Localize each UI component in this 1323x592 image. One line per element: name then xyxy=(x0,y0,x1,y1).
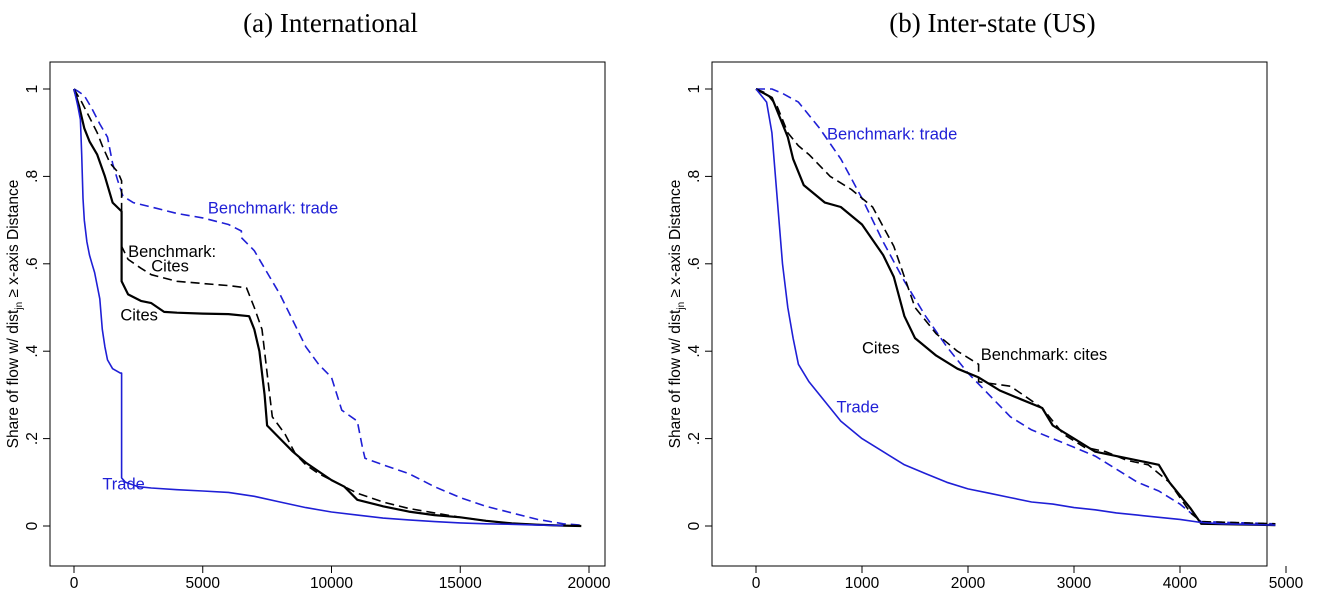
series-line-cites xyxy=(72,88,582,528)
y-tick-label: 0 xyxy=(686,521,703,530)
x-tick-label: 10000 xyxy=(310,575,353,592)
series-annotation: Benchmark: trade xyxy=(208,200,338,218)
plot-frame xyxy=(711,61,1268,567)
x-tick-label: 15000 xyxy=(439,575,482,592)
chart-title: (b) Inter-state (US) xyxy=(889,8,1096,38)
y-tick-label: 1 xyxy=(24,85,41,94)
y-tick-label: .8 xyxy=(686,170,703,183)
y-tick-label: .8 xyxy=(24,170,41,183)
x-tick-label: 20000 xyxy=(567,575,610,592)
y-tick-label: .2 xyxy=(686,432,703,445)
panel-international: (a) International 0 .2 .4 .6 .8 1 0 5000 10000 15… xyxy=(0,0,661,592)
series-annotation: Trade xyxy=(102,476,145,494)
plot-frame xyxy=(49,61,606,567)
x-tick-label: 5000 xyxy=(186,575,221,592)
x-tick-label: 1000 xyxy=(845,575,880,592)
x-tick-label: 2000 xyxy=(951,575,986,592)
series-annotation: Cites xyxy=(120,307,158,325)
x-tick-label: 0 xyxy=(752,575,761,592)
series-line-cites xyxy=(755,88,1276,527)
series-line-trade xyxy=(73,88,564,527)
y-tick-label: .2 xyxy=(24,432,41,445)
x-tick-label: 4000 xyxy=(1163,575,1198,592)
series-line-benchmark-cites xyxy=(755,88,1276,525)
chart-title: (a) International xyxy=(243,8,418,38)
x-tick-label: 5000 xyxy=(1269,575,1304,592)
series-annotation: Cites xyxy=(862,339,900,357)
series-line-trade xyxy=(755,88,1276,526)
x-tick-label: 3000 xyxy=(1057,575,1092,592)
series-annotation: Trade xyxy=(837,398,880,416)
y-tick-label: .6 xyxy=(686,257,703,270)
panel-interstate: (b) Inter-state (US) 0 .2 .4 .6 .8 1 0 1000 2000… xyxy=(662,0,1323,592)
series-annotation: Benchmark: trade xyxy=(827,125,957,143)
series-annotation: Cites xyxy=(151,258,189,276)
chart-interstate: 0.2.4.6.81010002000300040005000Distance … xyxy=(667,61,1304,592)
series-line-benchmark-trade xyxy=(756,88,1276,525)
x-tick-label: 0 xyxy=(70,575,79,592)
chart-international: 0.2.4.6.8105000100001500020000Distance (… xyxy=(5,61,611,592)
y-tick-label: .4 xyxy=(686,344,703,357)
y-tick-label: .4 xyxy=(24,344,41,357)
series-line-benchmark-trade xyxy=(73,88,582,526)
series-annotation: Benchmark: xyxy=(128,243,216,261)
y-tick-label: 1 xyxy=(686,85,703,94)
series-annotation: Benchmark: cites xyxy=(981,346,1108,364)
y-axis-label: Share of flow w/ distjn ≥ x-axis Distanc… xyxy=(667,180,687,449)
y-tick-label: 0 xyxy=(24,521,41,530)
series-line-benchmark-cites xyxy=(73,88,564,527)
y-tick-label: .6 xyxy=(24,257,41,270)
y-axis-label: Share of flow w/ distjn ≥ x-axis Distanc… xyxy=(5,180,25,449)
